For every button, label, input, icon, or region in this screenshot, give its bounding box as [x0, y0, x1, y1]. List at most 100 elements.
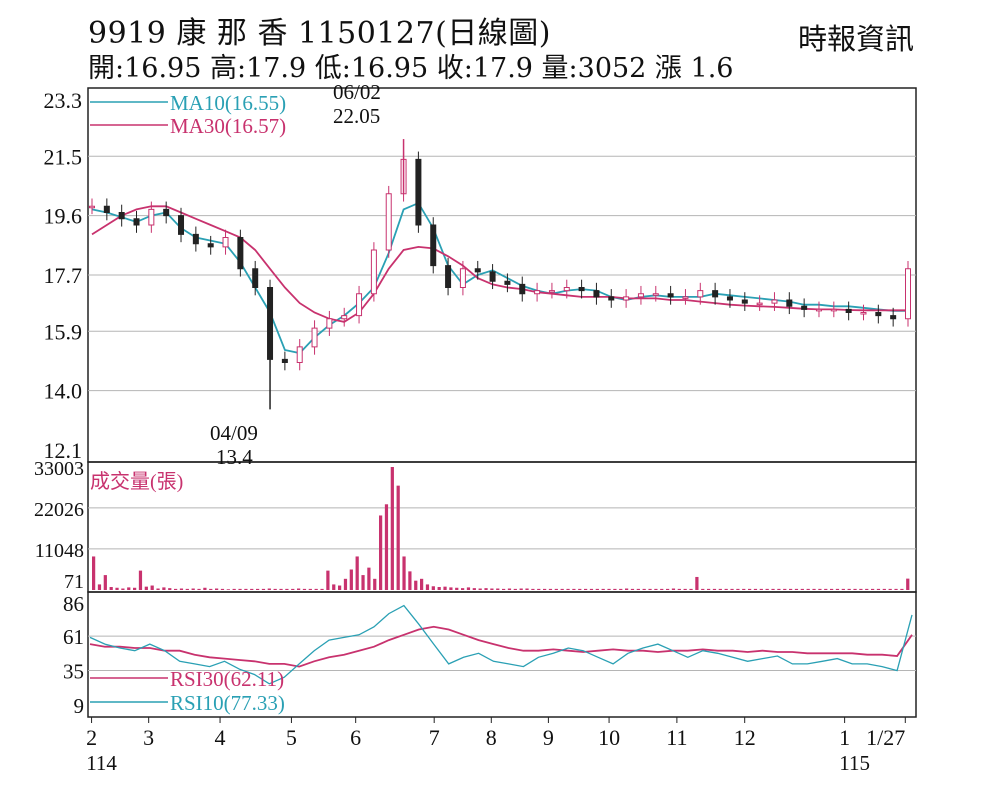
- price-quote: 開:16.95 高:17.9 低:16.95 收:17.9 量:3052 漲 1…: [88, 53, 734, 84]
- candle-body: [252, 268, 259, 288]
- volume-bar: [537, 588, 541, 590]
- candle-body: [118, 212, 125, 220]
- volume-bar: [215, 588, 219, 590]
- candle-body: [667, 293, 674, 298]
- volume-bar: [619, 588, 623, 590]
- candle-body: [356, 293, 363, 317]
- candle-body: [103, 205, 110, 213]
- candle-body: [890, 315, 897, 320]
- candle-body: [845, 308, 852, 313]
- candle-body: [148, 208, 155, 226]
- volume-bar: [355, 556, 359, 590]
- x-tick-label: 4: [215, 725, 226, 750]
- volume-bar: [636, 588, 640, 590]
- volume-bar: [179, 588, 184, 590]
- x-year-label: 114: [86, 751, 117, 775]
- legend-label: MA30(16.57): [170, 114, 286, 138]
- volume-y-tick: 22026: [34, 499, 84, 521]
- volume-panel-title: 成交量(張): [90, 470, 183, 493]
- candle-body: [682, 296, 689, 299]
- volume-bar: [92, 556, 96, 590]
- candle-body: [341, 315, 348, 320]
- x-tick-label: 9: [543, 725, 554, 750]
- volume-bar: [578, 588, 582, 590]
- volume-bar: [156, 588, 160, 590]
- candle-body: [697, 290, 704, 298]
- volume-bar: [361, 575, 365, 590]
- volume-bar: [718, 588, 722, 590]
- volume-bar: [753, 588, 758, 590]
- trough-date-label: 04/09: [210, 421, 258, 445]
- candle-body: [771, 299, 778, 304]
- candle-body: [830, 308, 837, 312]
- legend-label: MA10(16.55): [170, 91, 286, 115]
- candle-body: [608, 296, 615, 301]
- volume-bar: [326, 570, 330, 590]
- volume-bar: [379, 515, 383, 590]
- candle-body: [237, 237, 244, 270]
- volume-bar: [519, 588, 523, 590]
- volume-bar: [824, 588, 828, 590]
- volume-bar: [513, 588, 517, 590]
- x-year-label: 115: [839, 751, 870, 775]
- price-y-tick: 17.7: [44, 263, 83, 288]
- candle-body: [623, 296, 630, 301]
- volume-bar: [548, 588, 553, 590]
- candle-body: [519, 283, 526, 295]
- candle-body: [756, 302, 763, 306]
- volume-bar: [531, 588, 535, 590]
- volume-bar: [261, 588, 266, 590]
- volume-bar: [209, 588, 213, 590]
- price-y-tick: 19.6: [44, 204, 83, 229]
- rsi-y-tick: 86: [63, 592, 84, 616]
- x-tick-label: 7: [429, 725, 440, 750]
- candle-body: [504, 280, 511, 285]
- volume-bar: [601, 588, 605, 590]
- volume-bar: [765, 588, 769, 590]
- volume-bar: [853, 588, 857, 590]
- trough-value-label: 13.4: [216, 445, 253, 469]
- volume-bar: [185, 588, 189, 590]
- candle-body: [474, 268, 481, 273]
- volume-bar: [818, 588, 822, 590]
- volume-bar: [191, 588, 195, 590]
- candle-body: [860, 312, 867, 315]
- volume-bar: [302, 588, 307, 590]
- volume-bar: [455, 587, 459, 590]
- volume-bar: [103, 575, 107, 590]
- volume-bar: [730, 588, 734, 590]
- volume-y-tick: 33003: [34, 458, 84, 480]
- x-tick-label: 11: [666, 725, 687, 750]
- volume-bar: [133, 587, 137, 590]
- candle-body: [415, 158, 422, 226]
- volume-bar: [472, 588, 476, 590]
- volume-bar: [162, 587, 166, 590]
- candle-body: [637, 293, 644, 298]
- volume-bar: [384, 504, 389, 590]
- volume-bar: [712, 588, 717, 590]
- volume-bar: [859, 588, 863, 590]
- candle-body: [296, 346, 303, 363]
- candle-body: [89, 205, 95, 209]
- rsi30-line: [89, 625, 913, 668]
- candle-body: [875, 312, 882, 317]
- volume-bar: [203, 587, 207, 590]
- volume-bar: [648, 588, 652, 590]
- volume-bar: [900, 588, 904, 590]
- candle-body: [741, 299, 748, 304]
- volume-bar: [496, 588, 500, 590]
- volume-bar: [273, 588, 277, 590]
- x-tick-label: 8: [486, 725, 497, 750]
- volume-bar: [402, 556, 406, 590]
- x-tick-label: 12: [734, 725, 756, 750]
- x-tick-label: 3: [143, 725, 154, 750]
- chart-title: 9919 康 那 香 1150127(日線圖): [88, 16, 552, 51]
- volume-bar: [291, 588, 295, 590]
- candle-body: [534, 290, 541, 295]
- volume-bar: [502, 588, 506, 590]
- volume-bar: [138, 570, 143, 590]
- volume-bar: [414, 580, 418, 590]
- data-source: 時報資訊: [797, 22, 914, 56]
- volume-bar: [343, 578, 348, 590]
